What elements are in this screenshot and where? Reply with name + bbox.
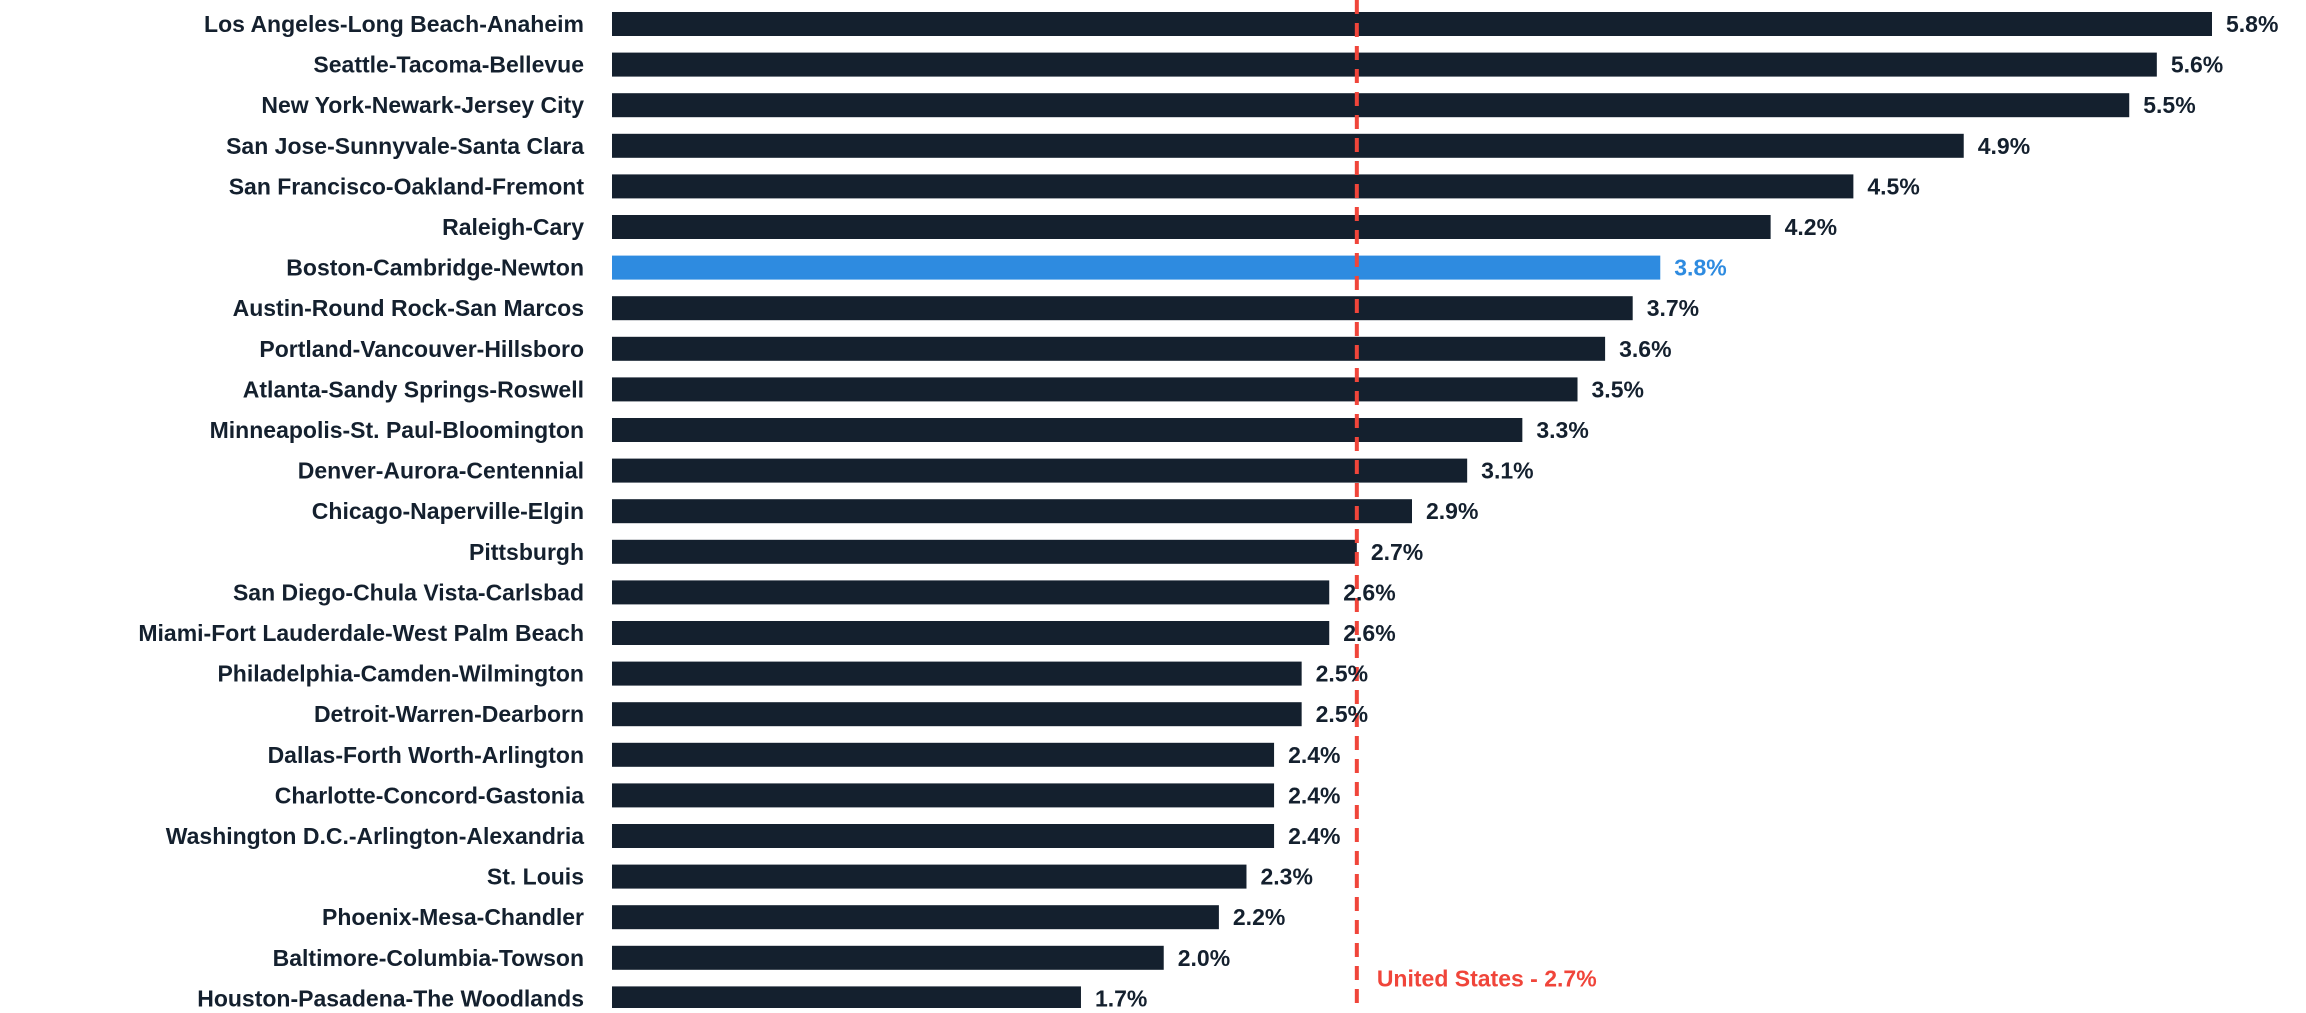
value-label: 2.5%: [1316, 701, 1368, 727]
value-label: 3.3%: [1536, 417, 1588, 443]
category-label: Raleigh-Cary: [442, 214, 584, 240]
category-label: New York-Newark-Jersey City: [261, 92, 584, 118]
category-label: San Diego-Chula Vista-Carlsbad: [233, 579, 584, 605]
bar: [612, 742, 1275, 767]
category-label: Washington D.C.-Arlington-Alexandria: [166, 823, 584, 849]
bar: [612, 945, 1164, 970]
value-label: 5.6%: [2171, 52, 2223, 78]
category-label: Boston-Cambridge-Newton: [286, 255, 584, 281]
value-label: 2.5%: [1316, 661, 1368, 687]
category-label: Philadelphia-Camden-Wilmington: [217, 661, 584, 687]
bar: [612, 824, 1275, 848]
value-label: 2.7%: [1371, 539, 1423, 565]
value-label: 2.9%: [1426, 498, 1478, 524]
bar: [612, 12, 2212, 36]
category-label: San Jose-Sunnyvale-Santa Clara: [226, 133, 584, 159]
value-label: 2.4%: [1288, 782, 1340, 808]
category-label: Portland-Vancouver-Hillsboro: [259, 336, 584, 362]
bar: [612, 986, 1081, 1011]
value-label: 5.8%: [2226, 11, 2278, 37]
bar: [612, 783, 1275, 808]
bar: [612, 539, 1357, 564]
category-label: Seattle-Tacoma-Bellevue: [313, 52, 584, 78]
value-label: 3.1%: [1481, 458, 1533, 484]
value-label: 5.5%: [2143, 92, 2195, 118]
category-label: San Francisco-Oakland-Fremont: [229, 173, 585, 199]
value-label: 2.3%: [1260, 864, 1312, 890]
value-label: 2.6%: [1343, 620, 1395, 646]
category-label: Denver-Aurora-Centennial: [298, 458, 584, 484]
category-label: Austin-Round Rock-San Marcos: [233, 295, 584, 321]
category-label: Pittsburgh: [469, 539, 584, 565]
bar: [612, 499, 1412, 524]
bar: [612, 458, 1468, 483]
category-label: Charlotte-Concord-Gastonia: [275, 782, 584, 808]
bar: [612, 93, 2130, 118]
value-label: 3.5%: [1592, 376, 1644, 402]
value-label: 2.4%: [1288, 742, 1340, 768]
labels-layer: Los Angeles-Long Beach-Anaheim 5.8% Seattl…: [138, 11, 2278, 1011]
highlighted-bar: [612, 255, 1661, 280]
category-label: Houston-Pasadena-The Woodlands: [197, 985, 584, 1008]
bar: [612, 377, 1578, 402]
category-label: Baltimore-Columbia-Towson: [273, 945, 584, 971]
bar: [612, 418, 1523, 442]
bar: [612, 296, 1633, 321]
bar: [612, 580, 1330, 605]
value-label: 2.6%: [1343, 579, 1395, 605]
category-label: Dallas-Forth Worth-Arlington: [268, 742, 584, 768]
bar: [612, 621, 1330, 645]
reference-line-label: United States - 2.7%: [1377, 965, 1597, 991]
bar: [612, 174, 1854, 199]
bar: [612, 905, 1219, 930]
category-label: Detroit-Warren-Dearborn: [314, 701, 584, 727]
bar: [612, 133, 1964, 158]
value-label: 2.2%: [1233, 904, 1285, 930]
value-label: 2.4%: [1288, 823, 1340, 849]
category-label: St. Louis: [487, 864, 584, 890]
value-label: 4.5%: [1867, 173, 1919, 199]
value-label: 3.7%: [1647, 295, 1699, 321]
category-label: Los Angeles-Long Beach-Anaheim: [204, 11, 584, 37]
category-label: Minneapolis-St. Paul-Bloomington: [210, 417, 584, 443]
value-label: 4.9%: [1978, 133, 2030, 159]
reference-line-layer: United States - 2.7%: [1354, 0, 1597, 1008]
value-label: 3.6%: [1619, 336, 1671, 362]
category-label: Miami-Fort Lauderdale-West Palm Beach: [138, 620, 584, 646]
category-label: Chicago-Naperville-Elgin: [312, 498, 584, 524]
value-label: 2.0%: [1178, 945, 1230, 971]
category-label: Atlanta-Sandy Springs-Roswell: [243, 376, 584, 402]
bar: [612, 52, 2157, 77]
bars-layer: [612, 12, 2212, 1011]
value-label: 4.2%: [1785, 214, 1837, 240]
bar: [612, 864, 1247, 889]
bar: [612, 336, 1606, 361]
bar: [612, 215, 1771, 239]
bar: [612, 661, 1302, 686]
value-label: 3.8%: [1674, 255, 1726, 281]
bar: [612, 702, 1302, 727]
value-label: 1.7%: [1095, 985, 1147, 1008]
category-label: Phoenix-Mesa-Chandler: [322, 904, 584, 930]
